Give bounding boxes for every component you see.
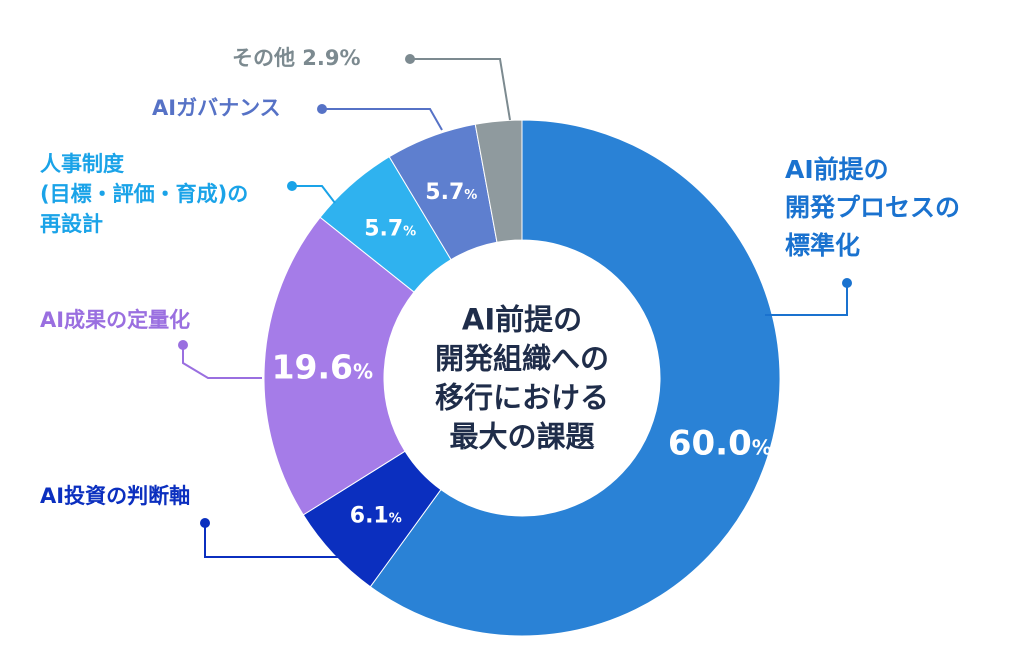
slice-value-labels: 60.0% 6.1% 19.6% 5.7% 5.7% bbox=[272, 180, 772, 529]
leader-line-investment-criteria bbox=[204, 523, 345, 558]
leader-dot-process-standardization bbox=[842, 278, 852, 288]
donut-hole bbox=[384, 240, 660, 516]
category-label-outcome-quantification: AI成果の定量化 bbox=[40, 308, 190, 332]
category-labels: AI前提の開発プロセスの標準化 AI投資の判断軸 AI成果の定量化 人事制度(目標・評… bbox=[40, 46, 960, 508]
category-label-other: その他 2.9% bbox=[232, 46, 361, 70]
leader-dot-hr-redesign bbox=[287, 181, 297, 191]
center-title: AI前提の開発組織への移行における最大の課題 bbox=[435, 303, 609, 454]
value-label-outcome-quantification: 19.6% bbox=[272, 348, 373, 387]
value-label-process-standardization: 60.0% bbox=[668, 424, 772, 464]
leader-dot-outcome-quantification bbox=[178, 340, 188, 350]
slice-outcome-quantification bbox=[263, 216, 415, 516]
donut-slices bbox=[263, 119, 781, 637]
value-label-hr-redesign: 5.7% bbox=[364, 216, 416, 241]
value-label-investment-criteria: 6.1% bbox=[350, 503, 402, 528]
leader-line-other bbox=[410, 58, 511, 121]
leader-dot-ai-governance bbox=[317, 104, 327, 114]
category-label-investment-criteria: AI投資の判断軸 bbox=[40, 484, 190, 508]
leader-dot-investment-criteria bbox=[200, 518, 210, 528]
leader-line-hr-redesign bbox=[292, 185, 336, 204]
category-label-process-standardization: AI前提の開発プロセスの標準化 bbox=[785, 155, 960, 260]
leader-lines bbox=[178, 54, 852, 558]
category-label-hr-redesign: 人事制度(目標・評価・育成)の再設計 bbox=[40, 152, 248, 236]
value-label-ai-governance: 5.7% bbox=[425, 180, 477, 205]
leader-dot-other bbox=[405, 54, 415, 64]
category-label-ai-governance: AIガバナンス bbox=[152, 96, 281, 120]
leader-line-process-standardization bbox=[765, 283, 848, 316]
leader-line-outcome-quantification bbox=[182, 345, 262, 379]
leader-line-ai-governance bbox=[322, 108, 443, 131]
